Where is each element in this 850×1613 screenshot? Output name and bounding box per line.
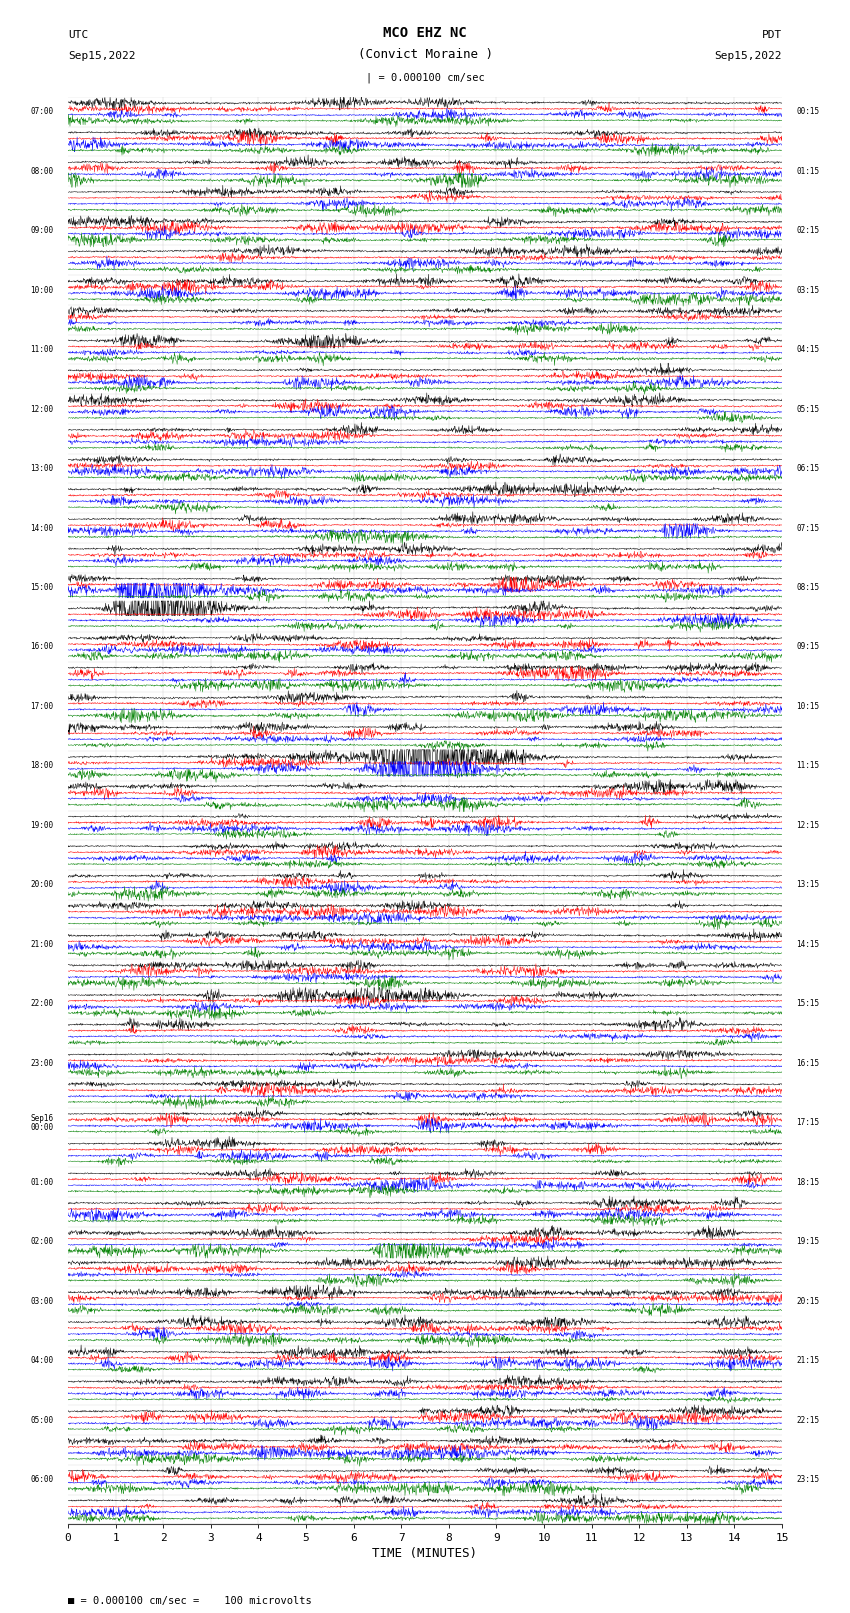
Text: 07:00: 07:00 bbox=[31, 106, 54, 116]
Text: 18:15: 18:15 bbox=[796, 1177, 819, 1187]
Text: 15:15: 15:15 bbox=[796, 1000, 819, 1008]
Text: 22:15: 22:15 bbox=[796, 1416, 819, 1424]
Text: 07:15: 07:15 bbox=[796, 524, 819, 532]
Text: 11:15: 11:15 bbox=[796, 761, 819, 771]
Text: 17:15: 17:15 bbox=[796, 1118, 819, 1127]
Text: 19:00: 19:00 bbox=[31, 821, 54, 831]
Text: 14:00: 14:00 bbox=[31, 524, 54, 532]
Text: 10:00: 10:00 bbox=[31, 286, 54, 295]
Text: Sep15,2022: Sep15,2022 bbox=[68, 52, 135, 61]
Text: 01:00: 01:00 bbox=[31, 1177, 54, 1187]
Text: 13:15: 13:15 bbox=[796, 881, 819, 889]
Text: PDT: PDT bbox=[762, 29, 782, 40]
Text: 13:00: 13:00 bbox=[31, 465, 54, 473]
Text: 17:00: 17:00 bbox=[31, 702, 54, 711]
Text: 00:00: 00:00 bbox=[31, 1123, 54, 1132]
Text: 05:15: 05:15 bbox=[796, 405, 819, 413]
X-axis label: TIME (MINUTES): TIME (MINUTES) bbox=[372, 1547, 478, 1560]
Text: Sep15,2022: Sep15,2022 bbox=[715, 52, 782, 61]
Text: 16:00: 16:00 bbox=[31, 642, 54, 652]
Text: 02:15: 02:15 bbox=[796, 226, 819, 235]
Text: Sep16: Sep16 bbox=[31, 1115, 54, 1123]
Text: 02:00: 02:00 bbox=[31, 1237, 54, 1247]
Text: 01:15: 01:15 bbox=[796, 166, 819, 176]
Text: 20:15: 20:15 bbox=[796, 1297, 819, 1307]
Text: MCO EHZ NC: MCO EHZ NC bbox=[383, 26, 467, 40]
Text: 18:00: 18:00 bbox=[31, 761, 54, 771]
Text: 15:00: 15:00 bbox=[31, 582, 54, 592]
Text: 21:15: 21:15 bbox=[796, 1357, 819, 1365]
Text: 20:00: 20:00 bbox=[31, 881, 54, 889]
Text: 00:15: 00:15 bbox=[796, 106, 819, 116]
Text: UTC: UTC bbox=[68, 29, 88, 40]
Text: 23:15: 23:15 bbox=[796, 1476, 819, 1484]
Text: 11:00: 11:00 bbox=[31, 345, 54, 355]
Text: 08:00: 08:00 bbox=[31, 166, 54, 176]
Text: 03:15: 03:15 bbox=[796, 286, 819, 295]
Text: 08:15: 08:15 bbox=[796, 582, 819, 592]
Text: ■ = 0.000100 cm/sec =    100 microvolts: ■ = 0.000100 cm/sec = 100 microvolts bbox=[68, 1595, 312, 1605]
Text: 12:15: 12:15 bbox=[796, 821, 819, 831]
Text: 23:00: 23:00 bbox=[31, 1058, 54, 1068]
Text: 04:00: 04:00 bbox=[31, 1357, 54, 1365]
Text: (Convict Moraine ): (Convict Moraine ) bbox=[358, 48, 492, 61]
Text: 19:15: 19:15 bbox=[796, 1237, 819, 1247]
Text: 04:15: 04:15 bbox=[796, 345, 819, 355]
Text: 06:00: 06:00 bbox=[31, 1476, 54, 1484]
Text: 06:15: 06:15 bbox=[796, 465, 819, 473]
Text: | = 0.000100 cm/sec: | = 0.000100 cm/sec bbox=[366, 73, 484, 82]
Text: 10:15: 10:15 bbox=[796, 702, 819, 711]
Text: 09:00: 09:00 bbox=[31, 226, 54, 235]
Text: 14:15: 14:15 bbox=[796, 940, 819, 948]
Text: 05:00: 05:00 bbox=[31, 1416, 54, 1424]
Text: 12:00: 12:00 bbox=[31, 405, 54, 413]
Text: 16:15: 16:15 bbox=[796, 1058, 819, 1068]
Text: 03:00: 03:00 bbox=[31, 1297, 54, 1307]
Text: 21:00: 21:00 bbox=[31, 940, 54, 948]
Text: 22:00: 22:00 bbox=[31, 1000, 54, 1008]
Text: 09:15: 09:15 bbox=[796, 642, 819, 652]
